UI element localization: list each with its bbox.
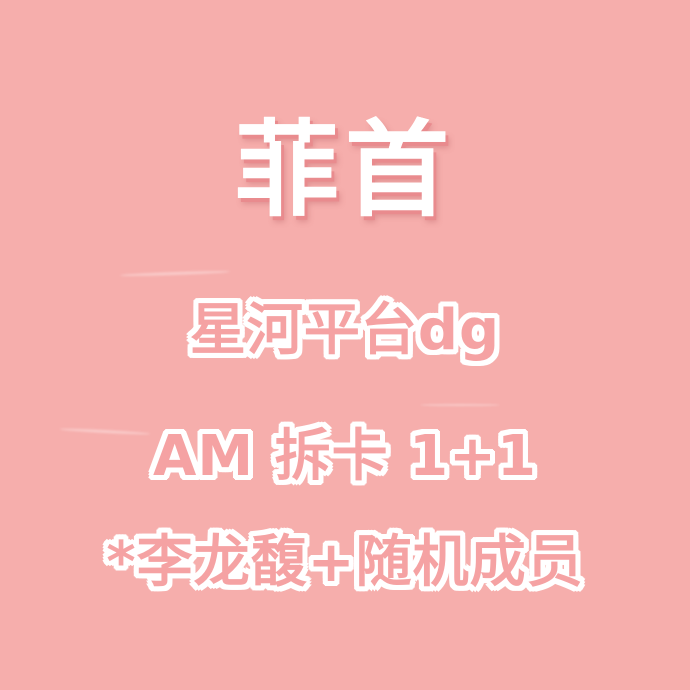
highlight-streak	[420, 404, 500, 406]
highlight-streak	[119, 270, 231, 277]
member-line: *李龙馥+随机成员	[106, 530, 584, 595]
platform-line: 星河平台dg	[189, 298, 501, 363]
poster-title: 菲首	[234, 109, 455, 231]
event-line: AM 拆卡 1+1	[153, 424, 537, 489]
